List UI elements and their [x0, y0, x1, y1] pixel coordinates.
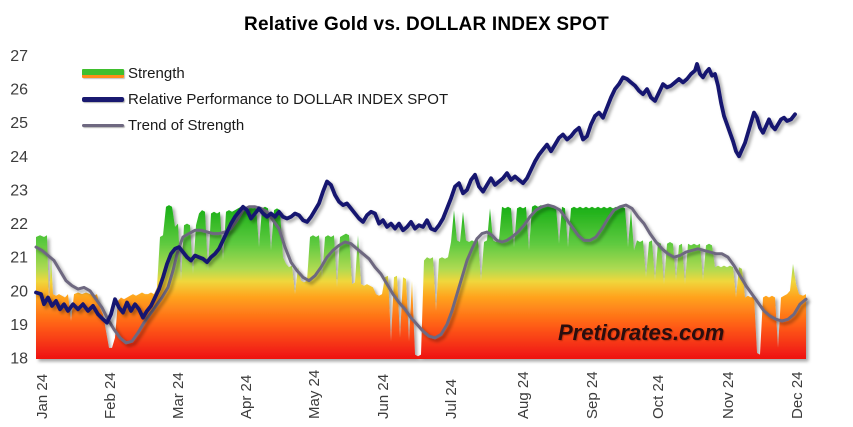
x-axis-tick-label: Mar 24 [170, 372, 187, 419]
y-axis-tick-label: 26 [10, 82, 28, 99]
x-axis-tick-label: Dec 24 [789, 371, 806, 419]
y-axis-tick-label: 21 [10, 250, 28, 267]
x-axis-tick-label: May 24 [306, 370, 323, 419]
x-axis-tick-label: Oct 24 [650, 375, 667, 419]
legend-label-strength: Strength [128, 64, 185, 82]
x-axis-tick-label: Apr 24 [238, 375, 255, 419]
trend-of-strength-line [34, 203, 808, 345]
strength-area-swatch-icon [82, 68, 124, 78]
relative-performance-line [34, 62, 797, 325]
strength-area [36, 205, 806, 359]
y-axis-tick-label: 24 [10, 149, 28, 166]
trend-line-swatch-icon [82, 123, 124, 127]
x-axis-tick-label: Aug 24 [515, 371, 532, 419]
legend-label-relative-performance: Relative Performance to DOLLAR INDEX SPO… [128, 90, 449, 108]
x-axis-tick-label: Jan 24 [34, 374, 51, 419]
legend-label-trend-of-strength: Trend of Strength [128, 116, 245, 134]
legend-item-relative-performance: Relative Performance to DOLLAR INDEX SPO… [82, 86, 448, 112]
x-axis-tick-label: Sep 24 [584, 371, 601, 419]
y-axis-tick-label: 18 [10, 351, 28, 368]
x-axis-tick-label: Jun 24 [375, 374, 392, 419]
legend-item-trend-of-strength: Trend of Strength [82, 112, 448, 138]
performance-line-swatch-icon [82, 96, 124, 102]
watermark: Pretiorates.com [558, 320, 725, 345]
chart-title: Relative Gold vs. DOLLAR INDEX SPOT [244, 14, 609, 35]
y-axis-tick-label: 20 [10, 283, 28, 300]
x-axis-tick-label: Feb 24 [102, 372, 119, 419]
y-axis-tick-label: 23 [10, 182, 28, 199]
x-axis-tick-label: Nov 24 [720, 371, 737, 419]
y-axis-tick-label: 27 [10, 48, 28, 65]
legend-item-strength: Strength [82, 60, 448, 86]
chart-legend: Strength Relative Performance to DOLLAR … [82, 60, 448, 138]
x-axis-tick-label: Jul 24 [443, 379, 460, 419]
y-axis-tick-label: 22 [10, 216, 28, 233]
y-axis-tick-label: 19 [10, 317, 28, 334]
y-axis-tick-label: 25 [10, 115, 28, 132]
